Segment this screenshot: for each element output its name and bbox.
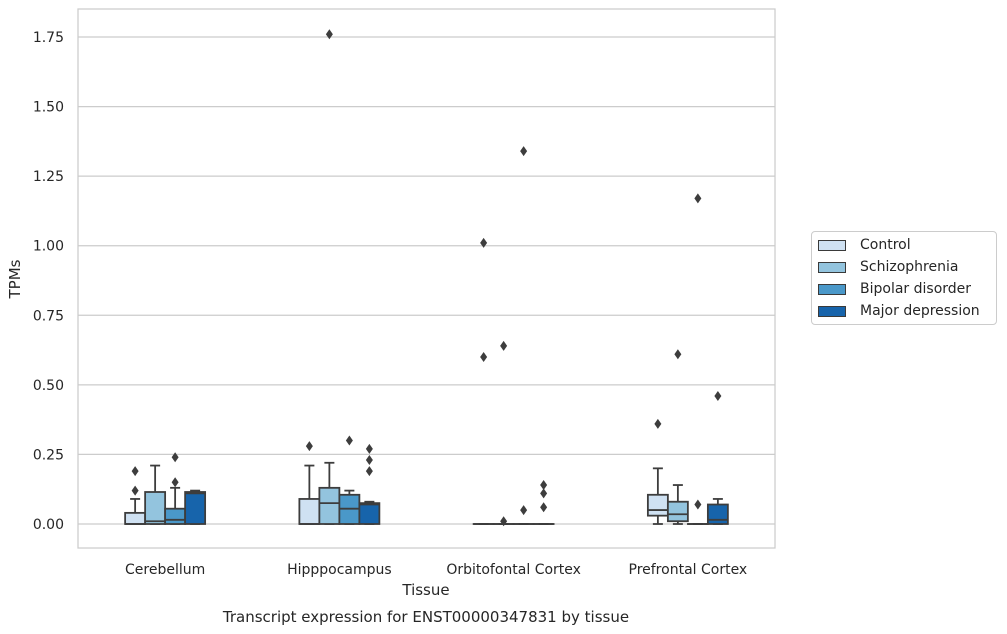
legend-swatch-bipolar-disorder <box>818 283 846 295</box>
box-body <box>706 503 729 525</box>
outlier-point <box>694 193 702 204</box>
legend-label: Schizophrenia <box>860 259 959 275</box>
box-bipolar-disorder-hipppocampus <box>338 489 361 525</box>
y-tick-label: 0.00 <box>33 517 64 533</box>
outlier-point <box>345 435 353 446</box>
outlier-point <box>365 454 373 465</box>
box-body <box>298 498 321 525</box>
outlier-point <box>325 29 333 40</box>
outlier-point <box>365 466 373 477</box>
box-major-depression-cerebellum <box>184 489 207 525</box>
y-tick-label: 1.00 <box>33 239 64 255</box>
outlier-point <box>674 349 682 360</box>
box-body <box>646 493 669 517</box>
box-body <box>124 511 147 525</box>
y-tick-label: 0.50 <box>33 378 64 394</box>
x-tick-labels: Cerebellum Hipppocampus Orbitofontal Corte… <box>125 562 747 578</box>
box-control-hipppocampus <box>298 464 321 525</box>
y-tick-labels: 0.00 0.25 0.50 0.75 1.00 1.25 1.50 1.75 <box>33 30 64 533</box>
box-major-depression-prefrontal-cortex <box>706 498 729 525</box>
box-major-depression-hipppocampus <box>358 500 381 525</box>
x-tick-label: Hipppocampus <box>287 562 392 578</box>
outlier-point <box>694 499 702 510</box>
y-tick-label: 0.75 <box>33 308 64 324</box>
outlier-points <box>131 29 722 527</box>
y-tick-label: 1.50 <box>33 100 64 116</box>
x-axis-label: Tissue <box>401 581 449 599</box>
box-control-prefrontal-cortex <box>646 467 669 525</box>
box-schizophrenia-hipppocampus <box>318 461 341 525</box>
boxes <box>124 461 729 525</box>
outlier-point <box>480 352 488 363</box>
outlier-point <box>520 146 528 157</box>
y-axis-label: TPMs <box>6 259 24 299</box>
outlier-point <box>131 466 139 477</box>
box-body <box>184 491 207 525</box>
legend-item-control: Control <box>818 235 911 255</box>
x-tick-label: Orbitofontal Cortex <box>446 562 581 578</box>
chart-title: Transcript expression for ENST0000034783… <box>222 608 629 626</box>
outlier-point <box>500 516 508 527</box>
y-tick-label: 0.25 <box>33 447 64 463</box>
outlier-point <box>480 237 488 248</box>
outlier-point <box>171 452 179 463</box>
x-tick-label: Cerebellum <box>125 562 205 578</box>
outlier-point <box>540 488 548 499</box>
box-bipolar-disorder-cerebellum <box>164 486 187 525</box>
legend-swatch-control <box>818 239 846 251</box>
outlier-point <box>714 390 722 401</box>
outlier-point <box>500 340 508 351</box>
legend-label: Control <box>860 237 911 253</box>
legend-label: Major depression <box>860 303 980 319</box>
legend: Control Schizophrenia Bipolar disorder M… <box>811 231 997 325</box>
y-tick-label: 1.75 <box>33 30 64 46</box>
box-body <box>144 491 167 525</box>
legend-item-schizophrenia: Schizophrenia <box>818 257 958 277</box>
box-body <box>318 486 341 525</box>
gridlines <box>78 36 775 525</box>
y-tick-label: 1.25 <box>33 169 64 185</box>
legend-item-major-depression: Major depression <box>818 301 980 321</box>
outlier-point <box>365 443 373 454</box>
box-body <box>164 507 187 525</box>
outlier-point <box>520 505 528 516</box>
x-tick-label: Prefrontal Cortex <box>629 562 748 578</box>
plot-frame <box>77 8 776 549</box>
box-body <box>358 502 381 525</box>
outlier-point <box>540 502 548 513</box>
legend-swatch-schizophrenia <box>818 261 846 273</box>
legend-label: Bipolar disorder <box>860 281 972 297</box>
box-control-cerebellum <box>124 498 147 525</box>
outlier-point <box>540 480 548 491</box>
legend-swatch-major-depression <box>818 305 846 317</box>
outlier-point <box>305 441 313 452</box>
box-schizophrenia-prefrontal-cortex <box>666 484 689 525</box>
outlier-point <box>654 418 662 429</box>
outlier-point <box>131 485 139 496</box>
outlier-point <box>171 477 179 488</box>
legend-item-bipolar-disorder: Bipolar disorder <box>818 279 971 299</box>
box-body <box>666 500 689 523</box>
box-schizophrenia-cerebellum <box>144 464 167 525</box>
